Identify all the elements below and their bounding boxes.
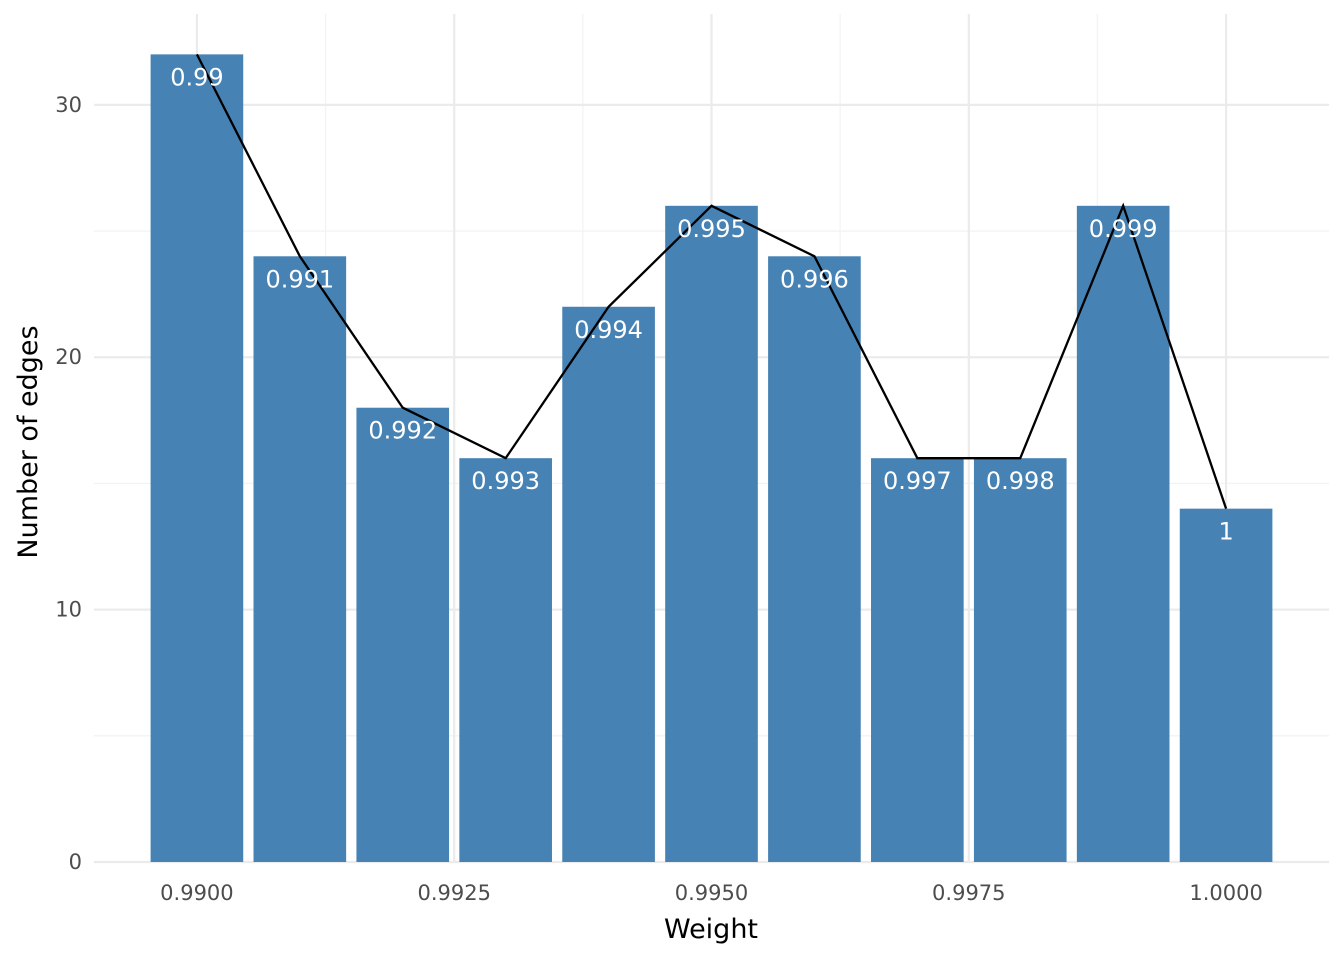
bar-label: 0.997 <box>883 467 952 495</box>
bar-label: 0.994 <box>574 316 643 344</box>
bar <box>459 458 552 862</box>
bar <box>356 407 450 862</box>
bar <box>871 458 964 862</box>
bar <box>973 458 1067 862</box>
bar-label: 0.992 <box>368 417 437 445</box>
bar <box>253 256 347 862</box>
y-axis-title: Number of edges <box>13 325 44 558</box>
bar-label: 0.998 <box>986 467 1055 495</box>
series-line <box>195 53 1228 510</box>
bar-label: 0.991 <box>265 265 334 293</box>
x-tick-label: 1.0000 <box>1189 881 1262 905</box>
bars <box>150 54 1273 863</box>
bar <box>1076 205 1170 863</box>
line-overlay <box>195 53 1228 510</box>
bar <box>562 306 655 862</box>
bar-label: 0.995 <box>677 215 746 243</box>
x-axis-title: Weight <box>664 914 758 945</box>
y-tick-label: 10 <box>55 598 82 622</box>
bar-label: 1 <box>1218 518 1233 546</box>
bar <box>665 205 758 863</box>
bar-label: 0.99 <box>170 63 223 91</box>
x-axis-ticks: 0.9900 0.9925 0.9950 0.9975 1.0000 <box>160 881 1263 905</box>
y-tick-label: 30 <box>55 93 82 117</box>
y-tick-label: 0 <box>69 850 82 874</box>
bar <box>150 54 244 862</box>
x-tick-label: 0.9900 <box>160 881 233 905</box>
x-tick-label: 0.9975 <box>932 881 1005 905</box>
bar-label: 0.999 <box>1089 215 1158 243</box>
bar-label: 0.993 <box>471 467 540 495</box>
x-tick-label: 0.9925 <box>417 881 490 905</box>
bar-label: 0.996 <box>780 265 849 293</box>
x-tick-label: 0.9950 <box>675 881 748 905</box>
y-axis-ticks: 0 10 20 30 <box>55 93 82 874</box>
y-tick-label: 20 <box>55 345 82 369</box>
bar <box>1179 508 1273 862</box>
bar-labels: 0.99 0.991 0.992 0.993 0.994 0.995 0.996 0.997 0… <box>170 63 1234 545</box>
bar <box>768 256 861 862</box>
